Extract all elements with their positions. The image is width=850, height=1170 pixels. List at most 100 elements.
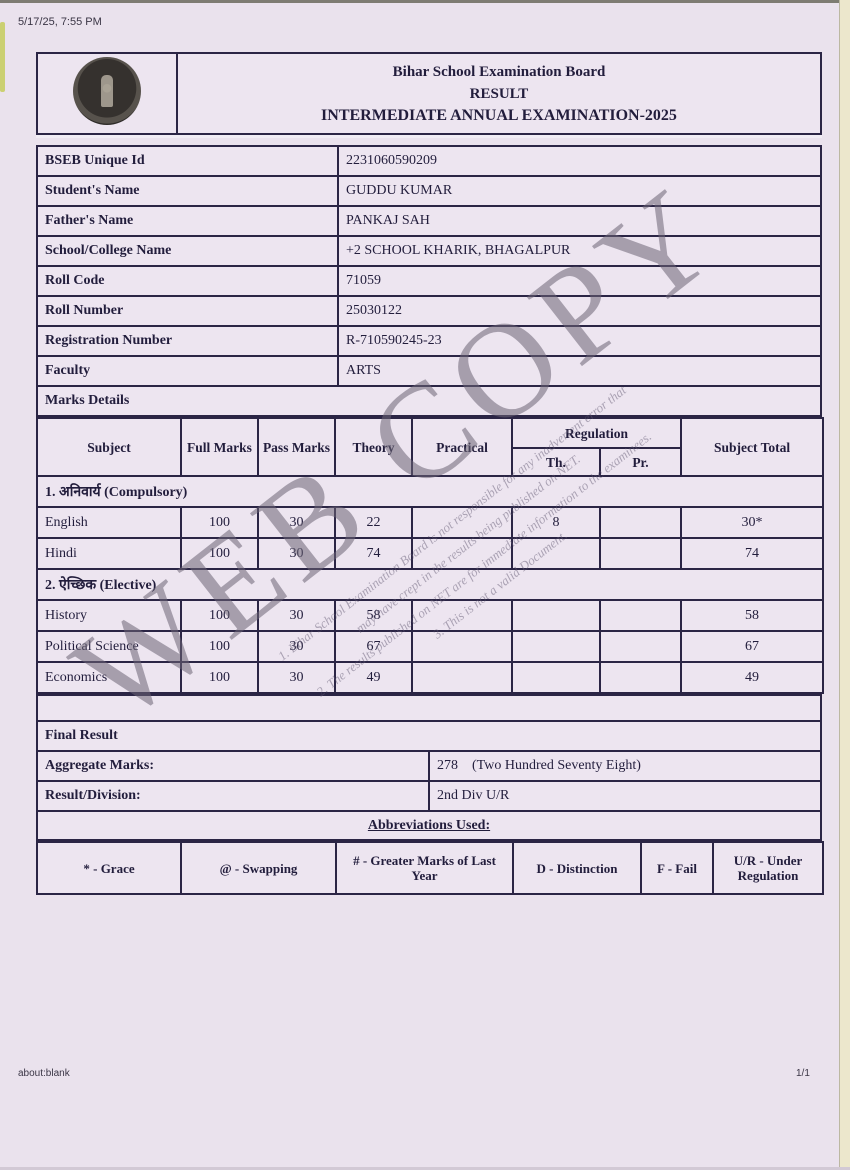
marks-details-row: Marks Details	[36, 385, 822, 417]
practical-marks	[411, 630, 513, 663]
header-table: Bihar School Examination Board RESULT IN…	[36, 52, 822, 135]
field-value: R-710590245-23	[337, 325, 822, 357]
col-header-regulation: Regulation	[510, 417, 683, 449]
marks-details-label: Marks Details	[36, 385, 822, 417]
spacer-row	[36, 694, 822, 722]
result-label: RESULT	[469, 85, 529, 102]
field-value: 71059	[337, 265, 822, 297]
abbreviations-title-row: Abbreviations Used:	[36, 810, 822, 841]
section-title: 2. ऐच्छिक (Elective)	[35, 568, 825, 601]
col-header-practical: Practical	[411, 417, 513, 477]
practical-marks	[411, 537, 513, 570]
abbreviations-row: * - Grace @ - Swapping # - Greater Marks…	[36, 841, 824, 895]
field-label: Faculty	[36, 355, 339, 387]
regulation-pr	[598, 599, 683, 632]
field-label: Roll Code	[36, 265, 339, 297]
practical-marks	[411, 661, 513, 694]
field-label: BSEB Unique Id	[36, 145, 339, 177]
full-marks: 100	[180, 661, 259, 694]
theory-marks: 49	[334, 661, 413, 694]
pass-marks: 30	[257, 537, 336, 570]
col-header-full-marks: Full Marks	[180, 417, 259, 477]
scan-mark-left	[0, 22, 5, 92]
field-value: PANKAJ SAH	[337, 205, 822, 237]
table-row: Political Science 100 30 67 67	[36, 630, 825, 663]
abbr-distinction: D - Distinction	[512, 841, 642, 895]
table-row: Roll Number 25030122	[36, 295, 822, 327]
regulation-th	[511, 661, 601, 694]
section-row-compulsory: 1. अनिवार्य (Compulsory)	[35, 475, 825, 508]
regulation-th: 8	[511, 506, 601, 539]
practical-marks	[411, 599, 513, 632]
pass-marks: 30	[257, 661, 336, 694]
theory-marks: 67	[334, 630, 413, 663]
pass-marks: 30	[257, 506, 336, 539]
table-row: Faculty ARTS	[36, 355, 822, 387]
result-document: Bihar School Examination Board RESULT IN…	[35, 52, 825, 895]
theory-marks: 58	[334, 599, 413, 632]
regulation-pr	[598, 630, 683, 663]
table-row: English 100 30 22 8 30*	[36, 506, 825, 539]
empty-cell	[36, 694, 822, 722]
division-label: Result/Division:	[36, 780, 430, 812]
abbr-swapping: @ - Swapping	[180, 841, 337, 895]
abbr-under-regulation: U/R - Under Regulation	[712, 841, 824, 895]
theory-marks: 74	[334, 537, 413, 570]
aggregate-number: 278	[437, 758, 458, 773]
bseb-seal-icon	[73, 57, 141, 125]
field-value: ARTS	[337, 355, 822, 387]
practical-marks	[411, 506, 513, 539]
table-row: Hindi 100 30 74 74	[36, 537, 825, 570]
full-marks: 100	[180, 506, 259, 539]
final-result-row: Final Result	[36, 720, 822, 752]
print-footer-url: about:blank	[18, 1068, 70, 1079]
subject-name: Hindi	[36, 537, 182, 570]
regulation-th	[511, 537, 601, 570]
field-value: +2 SCHOOL KHARIK, BHAGALPUR	[337, 235, 822, 267]
abbreviations-table: * - Grace @ - Swapping # - Greater Marks…	[36, 841, 824, 895]
result-table: BSEB Unique Id 2231060590209 Student's Na…	[36, 145, 822, 417]
regulation-th	[511, 630, 601, 663]
exam-name: INTERMEDIATE ANNUAL EXAMINATION-2025	[321, 106, 677, 124]
field-label: Father's Name	[36, 205, 339, 237]
field-label: Registration Number	[36, 325, 339, 357]
division-row: Result/Division: 2nd Div U/R	[36, 780, 822, 812]
field-label: Student's Name	[36, 175, 339, 207]
pass-marks: 30	[257, 599, 336, 632]
division-value: 2nd Div U/R	[428, 780, 822, 812]
regulation-pr	[598, 661, 683, 694]
regulation-th	[511, 599, 601, 632]
theory-marks: 22	[334, 506, 413, 539]
subject-total: 74	[680, 537, 825, 570]
field-value: 2231060590209	[337, 145, 822, 177]
section-row-elective: 2. ऐच्छिक (Elective)	[35, 568, 825, 601]
logo-cell	[36, 52, 178, 135]
full-marks: 100	[180, 599, 259, 632]
subject-total: 58	[680, 599, 825, 632]
col-header-theory: Theory	[334, 417, 413, 477]
col-header-subject-total: Subject Total	[680, 417, 825, 477]
full-marks: 100	[180, 537, 259, 570]
col-header-pass-marks: Pass Marks	[257, 417, 336, 477]
table-row: History 100 30 58 58	[36, 599, 825, 632]
regulation-pr	[598, 537, 683, 570]
col-header-subject: Subject	[36, 417, 182, 477]
final-result-table: Final Result Aggregate Marks: 278 (Two Hu…	[36, 694, 822, 841]
full-marks: 100	[180, 630, 259, 663]
marks-header-row2: Th. Pr.	[37, 447, 823, 477]
table-row: BSEB Unique Id 2231060590209	[36, 145, 822, 177]
table-row: Registration Number R-710590245-23	[36, 325, 822, 357]
subject-name: Economics	[36, 661, 182, 694]
subject-name: History	[36, 599, 182, 632]
subject-total: 67	[680, 630, 825, 663]
aggregate-row: Aggregate Marks: 278 (Two Hundred Seventy…	[36, 750, 822, 782]
col-header-reg-th: Th.	[511, 447, 601, 477]
marks-header-row: Subject Full Marks Pass Marks Theory Pra…	[36, 417, 825, 477]
abbreviations-title: Abbreviations Used:	[36, 810, 822, 841]
board-name: Bihar School Examination Board	[392, 63, 606, 80]
final-result-label: Final Result	[36, 720, 822, 752]
subject-total: 49	[680, 661, 825, 694]
scan-edge-right	[839, 0, 850, 1170]
table-row: Economics 100 30 49 49	[36, 661, 825, 694]
marks-table: Subject Full Marks Pass Marks Theory Pra…	[35, 417, 825, 694]
